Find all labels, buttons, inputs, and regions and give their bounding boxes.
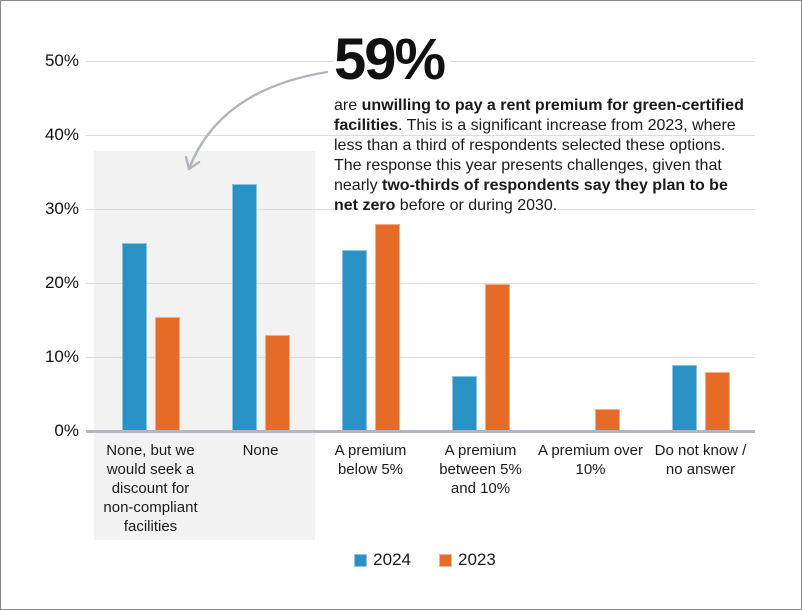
x-category-label: A premium over 10% [537,442,644,478]
y-tick-label: 40% [44,124,79,144]
y-tick-label: 0% [54,420,79,440]
x-category-label: A premium below 5% [334,442,407,478]
x-axis-line [86,430,755,433]
bar-2024-cat1 [121,242,147,432]
callout-paragraph-line: net zero before or during 2030. [334,197,558,214]
legend-label: 2023 [458,550,496,569]
legend-item-2023: 2023 [439,550,496,570]
bar-2024-cat6 [671,364,697,432]
y-tick-label: 30% [44,198,79,218]
y-tick-label: 20% [44,272,79,292]
legend: 2024 2023 [95,549,755,571]
bar-2024-cat4 [451,376,477,432]
x-category-label: None, but we would seek a discount for n… [103,442,198,535]
legend-label: 2024 [373,550,411,569]
bar-2023-cat6 [704,372,730,432]
bar-2023-cat1 [154,316,180,432]
legend-swatch-icon [354,553,368,567]
callout: 59% are unwilling to pay a rent premium … [334,27,774,216]
callout-paragraph-line: are unwilling to pay a rent premium for … [334,97,744,114]
callout-paragraph: are unwilling to pay a rent premium for … [334,96,774,216]
bar-2023-cat5 [594,409,620,432]
y-tick-label: 50% [44,50,79,70]
x-category-label: Do not know / no answer [654,442,747,478]
bar-2024-cat2 [231,183,257,432]
callout-paragraph-line: less than a third of respondents selecte… [334,137,726,154]
gridline [86,135,755,136]
bar-2024-cat3 [341,250,367,432]
bar-2023-cat4 [484,283,510,432]
callout-headline: 59% [334,27,774,92]
gridline [86,283,755,284]
bar-2023-cat3 [374,224,400,432]
legend-item-2024: 2024 [354,550,411,570]
x-category-label: None [242,442,279,459]
callout-paragraph-line: facilities. This is a significant increa… [334,117,736,134]
legend-swatch-icon [439,553,452,567]
x-category-label: A premium between 5% and 10% [439,442,522,497]
gridline [86,357,755,358]
callout-paragraph-line: nearly two-thirds of respondents say the… [334,177,728,194]
y-tick-label: 10% [44,346,79,366]
bar-2023-cat2 [264,335,290,432]
callout-paragraph-line: The response this year presents challeng… [334,157,722,174]
